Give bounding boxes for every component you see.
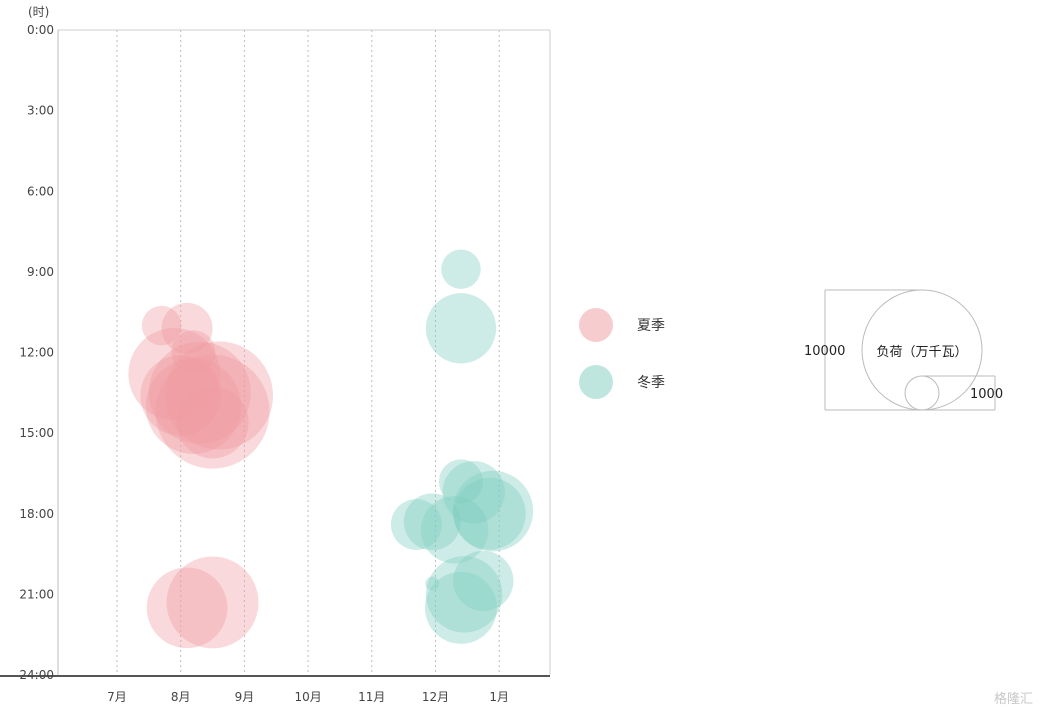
y-tick-label: 0:00 [27, 23, 54, 37]
bubble [442, 461, 505, 524]
size-legend-title: 负荷（万千瓦） [876, 345, 967, 360]
legend-swatch [579, 308, 613, 342]
axes: 7月 8月 9月 10月 11月 12月 1月 0:00 3:00 6:00 9:00 12:00 15… [0, 5, 551, 704]
y-tick-label: 6:00 [27, 184, 54, 198]
bubble [420, 496, 489, 564]
bubble [390, 499, 442, 550]
bubble [453, 477, 526, 550]
bubble [140, 355, 222, 436]
legend-label: 冬季 [637, 375, 665, 391]
bubble [161, 302, 213, 354]
x-tick-label: 9月 [235, 690, 255, 704]
legend-swatch [579, 365, 613, 399]
bubble [141, 305, 182, 346]
bubble [425, 556, 503, 633]
watermark: 格隆汇 [993, 692, 1033, 707]
bubble [128, 328, 221, 420]
x-tick-label: 12月 [422, 690, 449, 704]
size-legend-large-value: 10000 [804, 344, 845, 359]
bubble [148, 341, 251, 444]
bubble [453, 550, 514, 612]
y-tick-label: 24:00 [19, 668, 54, 682]
bubble [425, 293, 497, 364]
y-tick-label: 12:00 [19, 346, 54, 360]
y-tick-label: 9:00 [27, 265, 54, 279]
bubble [176, 386, 249, 459]
bubble [145, 358, 242, 454]
bubble [166, 556, 259, 649]
bubble [155, 354, 270, 469]
x-tick-label: 8月 [171, 690, 191, 704]
bubble [425, 576, 440, 591]
bubble [146, 567, 228, 649]
size-legend: 负荷（万千瓦） 10000 1000 [804, 289, 1003, 411]
y-tick-label: 15:00 [19, 426, 54, 440]
legend-label: 夏季 [637, 318, 665, 334]
bubble [171, 330, 216, 375]
x-tick-label: 1月 [489, 690, 509, 704]
y-tick-label: 21:00 [19, 587, 54, 601]
bubble [164, 341, 273, 450]
bubble [438, 459, 484, 504]
bubbles-layer [128, 249, 534, 649]
y-unit-label: (时) [28, 5, 49, 19]
bubble [441, 249, 481, 289]
x-tick-label: 10月 [294, 690, 321, 704]
size-legend-small-circle [904, 375, 940, 411]
bubble [403, 493, 461, 551]
y-tick-label: 3:00 [27, 104, 54, 118]
x-tick-label: 7月 [107, 690, 127, 704]
size-legend-small-value: 1000 [970, 387, 1003, 402]
x-tick-label: 11月 [358, 690, 385, 704]
bubble [424, 571, 498, 644]
bubble [452, 470, 534, 552]
y-tick-label: 18:00 [19, 507, 54, 521]
